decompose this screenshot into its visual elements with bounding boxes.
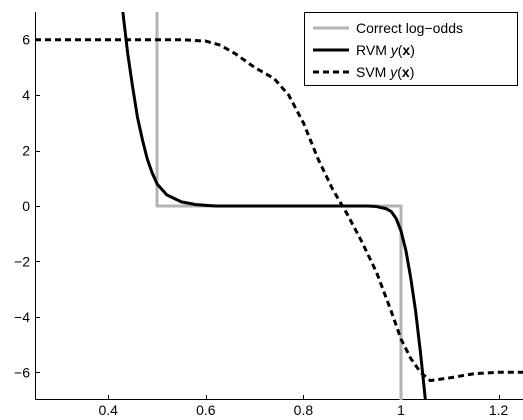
legend-label-paren-close: ) [410,42,415,58]
legend-label-paren-open: ( [397,64,402,80]
legend-label-paren-open: ( [398,42,403,58]
x-tick-label: 0.4 [98,402,118,418]
legend-label-text: Correct log−odds [356,20,463,36]
legend-label: SVM y(x) [356,64,414,80]
x-tick-label: 1 [397,402,405,418]
y-tick-label: −2 [14,253,30,269]
y-ticks: −6 −4 −2 0 2 4 6 [14,32,40,380]
legend-label-bold: x [402,42,410,58]
legend-entry-correct: Correct log−odds [313,20,463,36]
y-tick-label: 2 [22,143,30,159]
legend-label-var: y [389,64,398,80]
series-layer [35,12,523,400]
y-tick-label: −6 [14,364,30,380]
legend-label: RVM y(x) [356,42,415,58]
x-ticks: 0.4 0.6 0.8 1 1.2 [98,395,509,418]
x-tick-label: 0.8 [294,402,314,418]
legend-entry-svm: SVM y(x) [313,64,414,80]
legend-label-bold: x [402,64,410,80]
x-tick-label: 1.2 [489,402,509,418]
legend-label-paren-close: ) [410,64,415,80]
legend-entry-rvm: RVM y(x) [313,42,415,58]
legend-label: Correct log−odds [356,20,463,36]
rvm-line [121,12,427,400]
y-tick-label: 4 [22,87,30,103]
y-tick-label: 0 [22,198,30,214]
x-tick-label: 0.6 [196,402,216,418]
legend-label-var: y [390,42,399,58]
svm-line [35,38,523,383]
y-tick-label: 6 [22,32,30,48]
legend-label-text: RVM [356,42,391,58]
y-tick-label: −4 [14,309,30,325]
legend-label-text: SVM [356,64,390,80]
